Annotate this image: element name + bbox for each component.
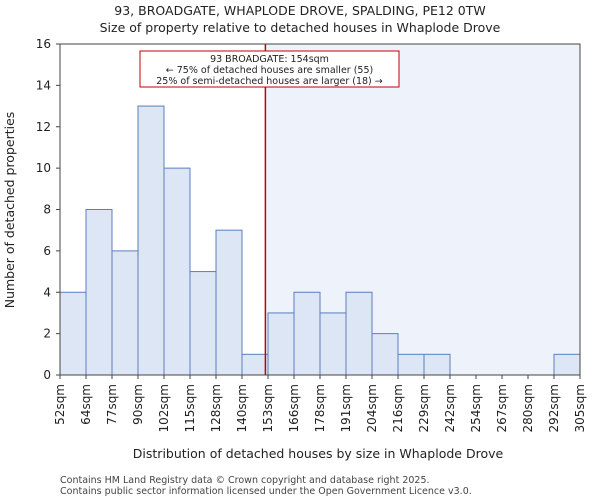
y-tick-label: 14 bbox=[36, 78, 51, 92]
bar-292sqm bbox=[553, 353, 581, 376]
x-tick-label: 128sqm bbox=[209, 384, 223, 432]
bar-204sqm bbox=[371, 333, 399, 376]
bar-64sqm bbox=[85, 209, 113, 376]
x-tick-label: 64sqm bbox=[79, 384, 93, 425]
x-tick-label: 254sqm bbox=[469, 384, 483, 432]
y-tick-label: 0 bbox=[43, 368, 51, 382]
bar-140sqm bbox=[241, 353, 269, 376]
y-tick-label: 2 bbox=[43, 327, 51, 341]
bar-102sqm bbox=[163, 167, 191, 376]
x-tick-label: 204sqm bbox=[365, 384, 379, 432]
y-tick-label: 8 bbox=[43, 203, 51, 217]
x-tick-label: 102sqm bbox=[157, 384, 171, 432]
annotation-line3: 25% of semi-detached houses are larger (… bbox=[156, 76, 383, 87]
x-tick-label: 115sqm bbox=[183, 384, 197, 432]
y-axis-label: Number of detached properties bbox=[2, 112, 17, 309]
x-axis-label: Distribution of detached houses by size … bbox=[133, 446, 504, 461]
x-tick-label: 267sqm bbox=[495, 384, 509, 432]
annotation-frame bbox=[139, 50, 400, 88]
x-tick-label: 166sqm bbox=[287, 384, 301, 432]
y-tick-label: 4 bbox=[43, 285, 51, 299]
x-tick-label: 292sqm bbox=[547, 384, 561, 432]
bar-128sqm bbox=[215, 229, 243, 376]
footer-line2: Contains public sector information licen… bbox=[60, 486, 472, 497]
x-tick-label: 229sqm bbox=[417, 384, 431, 432]
bar-216sqm bbox=[397, 353, 425, 376]
bar-166sqm bbox=[293, 291, 321, 376]
bar-52sqm bbox=[59, 291, 87, 376]
x-tick-label: 280sqm bbox=[521, 384, 535, 432]
x-tick-label: 178sqm bbox=[313, 384, 327, 432]
bar-191sqm bbox=[345, 291, 373, 376]
y-axis: 0 2 4 6 8 10 12 14 16 bbox=[36, 37, 60, 382]
chart-title-line2: Size of property relative to detached ho… bbox=[100, 20, 501, 35]
chart-title-line1: 93, BROADGATE, WHAPLODE DROVE, SPALDING,… bbox=[114, 3, 485, 18]
bar-77sqm bbox=[111, 250, 139, 376]
bar-115sqm bbox=[189, 271, 217, 376]
y-tick-label: 6 bbox=[43, 244, 51, 258]
x-tick-label: 52sqm bbox=[53, 384, 67, 425]
x-tick-label: 90sqm bbox=[131, 384, 145, 425]
x-tick-label: 242sqm bbox=[443, 384, 457, 432]
x-tick-label: 191sqm bbox=[339, 384, 353, 432]
bar-90sqm bbox=[137, 105, 165, 376]
bar-178sqm bbox=[319, 312, 347, 376]
annotation-box: 93 BROADGATE: 154sqm ← 75% of detached h… bbox=[139, 50, 400, 88]
x-axis: 52sqm 64sqm 77sqm 90sqm 102sqm 115sqm 128sqm 14… bbox=[53, 375, 587, 432]
bar-229sqm bbox=[423, 353, 451, 376]
x-tick-label: 77sqm bbox=[105, 384, 119, 425]
x-tick-label: 140sqm bbox=[235, 384, 249, 432]
x-tick-label: 305sqm bbox=[573, 384, 587, 432]
x-tick-label: 153sqm bbox=[261, 384, 275, 432]
y-tick-label: 10 bbox=[36, 161, 51, 175]
annotation-line2: ← 75% of detached houses are smaller (55… bbox=[166, 65, 373, 76]
bars-group bbox=[59, 105, 581, 376]
x-tick-label: 216sqm bbox=[391, 384, 405, 432]
bar-153sqm bbox=[267, 312, 295, 376]
y-tick-label: 12 bbox=[36, 120, 51, 134]
footer-line1: Contains HM Land Registry data © Crown c… bbox=[60, 475, 430, 486]
y-tick-label: 16 bbox=[36, 37, 51, 51]
annotation-line1: 93 BROADGATE: 154sqm bbox=[210, 54, 329, 65]
